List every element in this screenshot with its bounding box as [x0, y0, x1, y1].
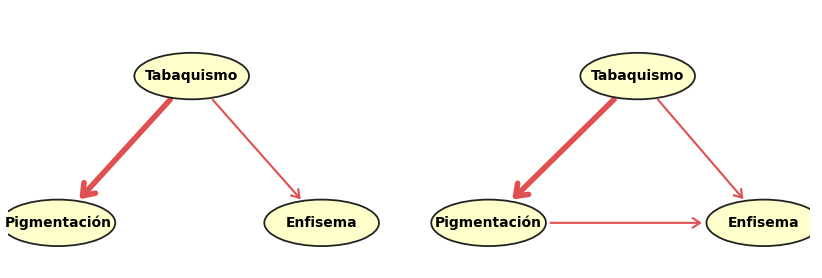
- Ellipse shape: [265, 200, 379, 246]
- Ellipse shape: [706, 200, 821, 246]
- Ellipse shape: [134, 53, 249, 99]
- Text: A: A: [0, 0, 6, 3]
- Text: Pigmentación: Pigmentación: [435, 216, 542, 230]
- Text: Enfisema: Enfisema: [728, 216, 800, 230]
- Text: Pigmentación: Pigmentación: [4, 216, 112, 230]
- Ellipse shape: [1, 200, 115, 246]
- Text: Enfisema: Enfisema: [286, 216, 358, 230]
- Ellipse shape: [432, 200, 546, 246]
- Ellipse shape: [580, 53, 695, 99]
- Text: Tabaquismo: Tabaquismo: [145, 69, 238, 83]
- Text: Tabaquismo: Tabaquismo: [591, 69, 685, 83]
- Text: B: B: [412, 0, 426, 3]
